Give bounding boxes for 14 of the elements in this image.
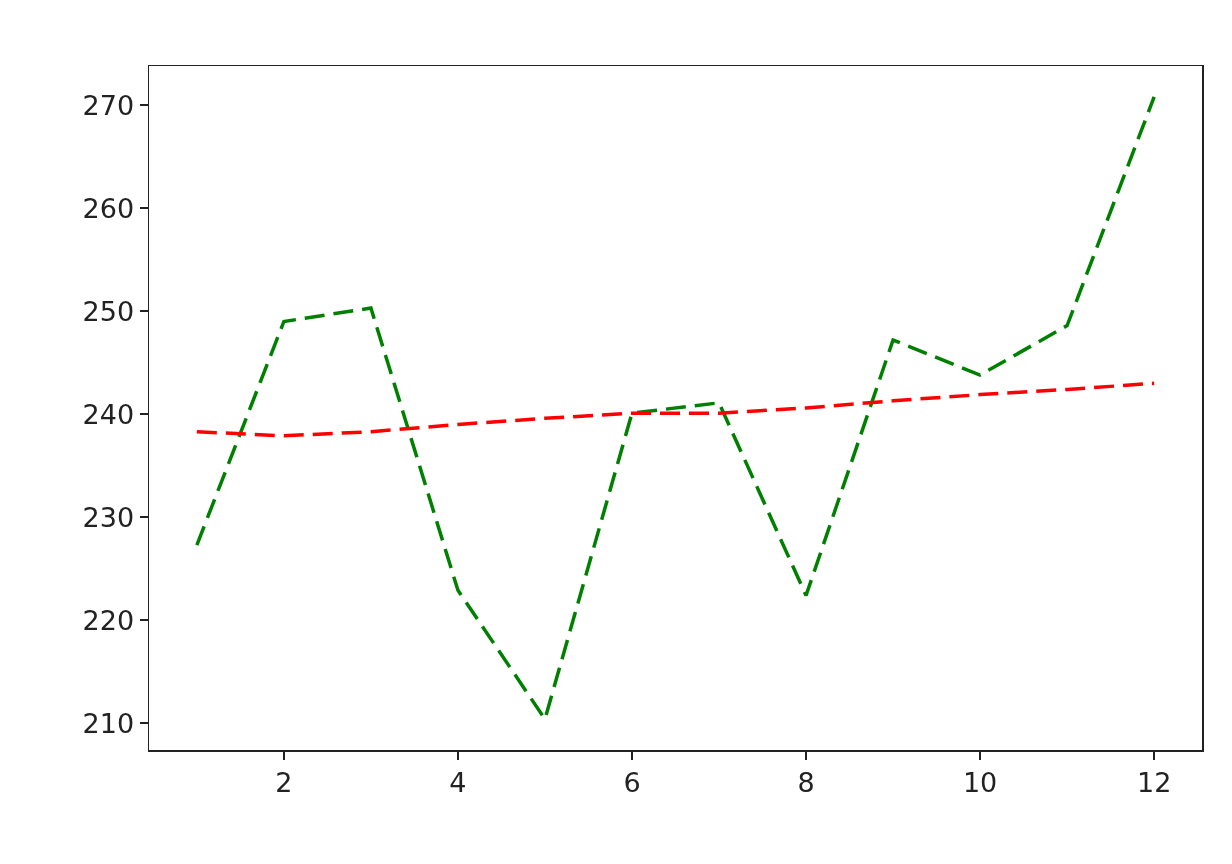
x-tick-label: 8: [797, 766, 815, 798]
y-tick-label: 240: [82, 398, 135, 430]
y-tick-label: 250: [82, 295, 135, 327]
x-tick-label: 4: [449, 766, 467, 798]
x-tick-label: 10: [962, 766, 998, 798]
x-tick-label: 2: [275, 766, 293, 798]
y-tick-label: 210: [82, 707, 135, 739]
x-tick-label: 12: [1136, 766, 1172, 798]
y-tick-label: 230: [82, 501, 135, 533]
x-tick-label: 6: [623, 766, 641, 798]
y-tick-label: 270: [82, 89, 135, 121]
y-tick-label: 220: [82, 604, 135, 636]
line-series: [195, 381, 1156, 438]
y-tick-label: 260: [82, 192, 135, 224]
